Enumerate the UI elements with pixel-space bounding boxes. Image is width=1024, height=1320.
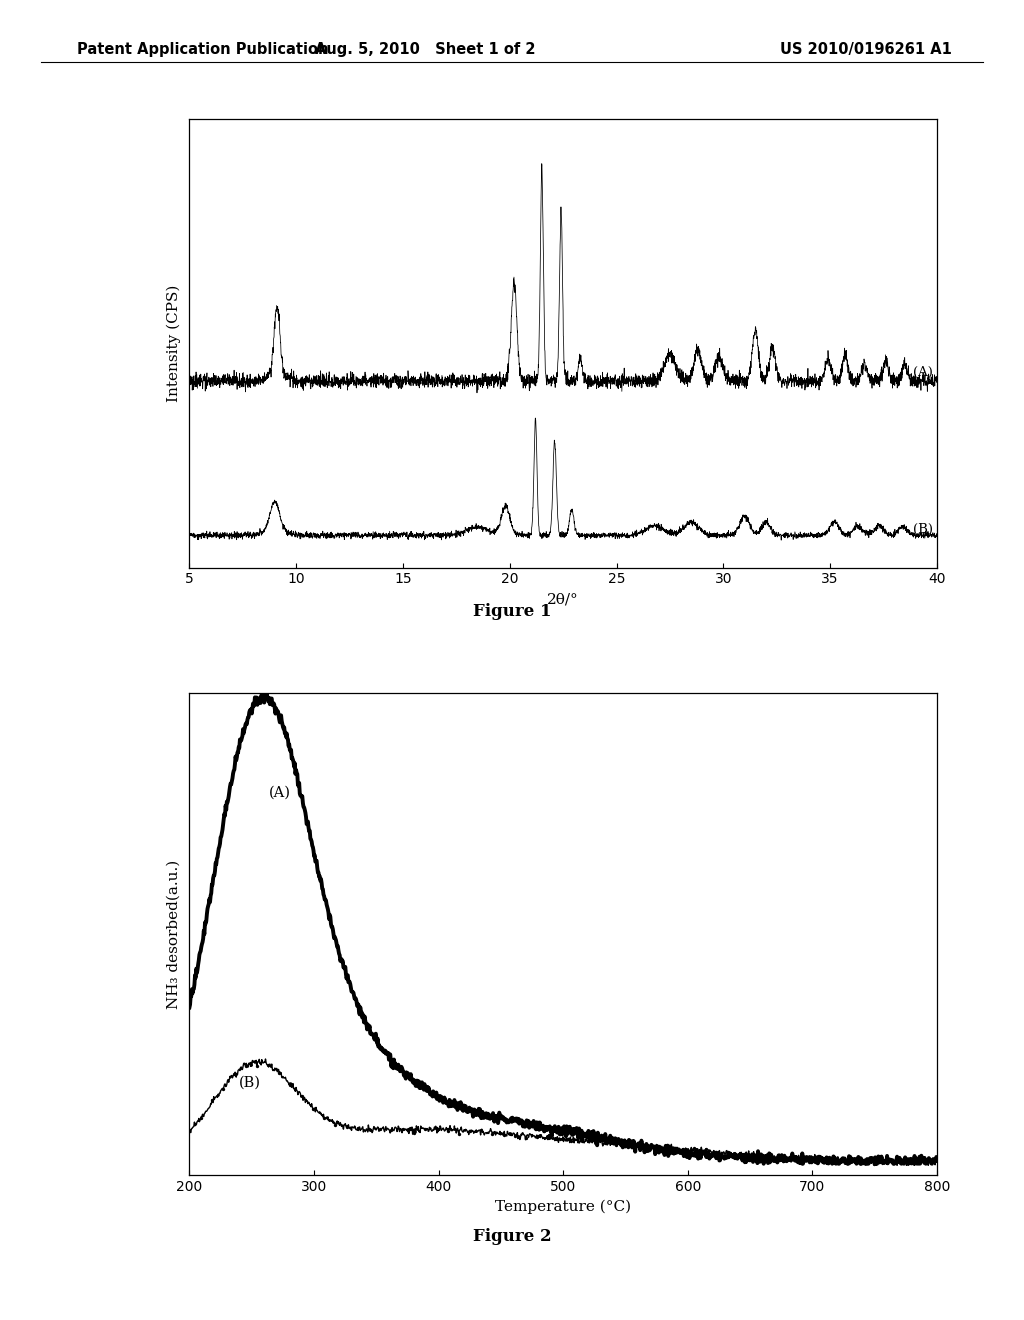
Text: Figure 1: Figure 1 (473, 603, 551, 620)
Text: US 2010/0196261 A1: US 2010/0196261 A1 (780, 42, 952, 57)
Text: (A): (A) (269, 785, 291, 800)
X-axis label: 2θ/°: 2θ/° (547, 591, 580, 606)
Text: (B): (B) (240, 1076, 261, 1090)
Y-axis label: Intensity (CPS): Intensity (CPS) (167, 285, 181, 401)
Text: Figure 2: Figure 2 (473, 1228, 551, 1245)
Text: (A): (A) (912, 366, 933, 379)
Text: Aug. 5, 2010   Sheet 1 of 2: Aug. 5, 2010 Sheet 1 of 2 (314, 42, 536, 57)
Text: Patent Application Publication: Patent Application Publication (77, 42, 329, 57)
X-axis label: Temperature (°C): Temperature (°C) (496, 1199, 631, 1213)
Text: (B): (B) (912, 523, 933, 536)
Y-axis label: NH₃ desorbed(a.u.): NH₃ desorbed(a.u.) (167, 859, 181, 1008)
